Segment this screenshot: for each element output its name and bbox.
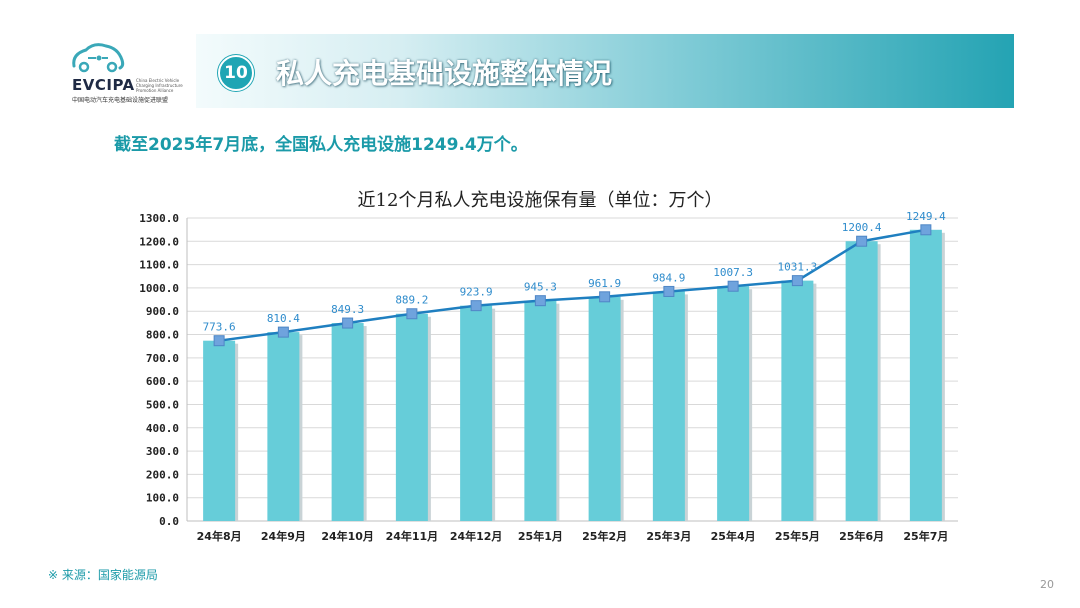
logo-brand: EVCIPA [72,76,135,94]
page-title: 私人充电基础设施整体情况 [276,57,613,90]
x-tick-label: 25年4月 [711,529,756,543]
data-label: 849.3 [331,303,364,316]
axes: 0.0 100.0 200.0 300.0 400.0 500.0 600.0 700.0 80… [139,212,958,528]
line-marker [534,295,546,307]
line-marker [791,275,803,287]
bar [460,305,493,521]
line-marker [599,291,611,303]
trend-line [213,224,932,347]
data-label: 1200.4 [842,221,882,234]
x-tick-label: 25年5月 [775,529,820,543]
y-tick-label: 1100.0 [139,259,179,272]
x-tick-label: 24年12月 [450,529,503,543]
page-number: 20 [1040,578,1054,591]
line-marker [856,235,868,247]
y-tick-label: 700.0 [146,352,179,365]
logo-subtitle: China Electric Vehicle Charging Infrastr… [136,78,183,93]
data-label: 1249.4 [906,210,946,223]
bar [845,241,878,521]
line-marker [663,285,675,297]
line-marker [920,224,932,236]
data-label: 889.2 [395,294,428,307]
bar [652,291,685,521]
grid-lines [187,217,958,499]
data-label: 984.9 [652,271,685,284]
line-marker [406,308,418,320]
data-label: 961.9 [588,277,621,290]
data-label: 1007.3 [713,266,753,279]
y-tick-label: 1000.0 [139,282,179,295]
bar [588,296,621,521]
line-marker [277,326,289,338]
section-number-badge: 10 [218,55,254,91]
y-tick-label: 400.0 [146,422,179,435]
x-tick-label: 25年1月 [518,529,563,543]
line-marker [342,317,354,329]
y-tick-label: 500.0 [146,398,179,411]
y-tick-label: 1200.0 [139,235,179,248]
line-marker [213,335,225,347]
bar [267,332,300,521]
y-tick-label: 200.0 [146,468,179,481]
y-tick-label: 1300.0 [139,212,179,225]
line-marker [727,280,739,292]
summary-text: 截至2025年7月底，全国私人充电设施1249.4万个。 [114,135,528,155]
chart-title: 近12个月私人充电设施保有量（单位：万个） [358,190,723,211]
x-tick-label: 25年6月 [839,529,884,543]
bar [909,229,942,521]
data-labels: 24年8月 773.6 24年9月 810.4 24年10月 849.3 24年11月 889… [197,210,949,543]
data-label: 810.4 [267,312,300,325]
x-tick-label: 25年2月 [582,529,627,543]
title-banner [196,34,1014,108]
y-tick-label: 600.0 [146,375,179,388]
x-tick-label: 24年9月 [261,529,306,543]
x-tick-label: 24年8月 [197,529,242,543]
bar [203,340,236,521]
y-tick-label: 800.0 [146,329,179,342]
data-label: 1031.3 [778,261,818,274]
y-tick-label: 300.0 [146,445,179,458]
source-note: ※ 来源：国家能源局 [48,568,158,582]
y-tick-label: 100.0 [146,492,179,505]
x-tick-label: 25年3月 [646,529,691,543]
data-label: 923.9 [460,286,493,299]
x-tick-label: 25年7月 [903,529,948,543]
y-tick-label: 900.0 [146,305,179,318]
bar [524,300,557,521]
car-logo-icon [72,43,125,73]
x-tick-label: 24年10月 [321,529,374,543]
series-line [218,228,927,342]
data-label: 945.3 [524,281,557,294]
evcipa-logo: EVCIPA China Electric Vehicle Charging I… [66,40,186,106]
bar [331,323,364,521]
logo-chinese-name: 中国电动汽车充电基础设施促进联盟 [72,97,169,104]
bar [395,313,428,521]
bars [203,229,945,521]
x-tick-label: 24年11月 [386,529,439,543]
data-label: 773.6 [203,321,236,334]
bar [781,280,814,521]
line-marker [470,300,482,312]
y-tick-label: 0.0 [159,515,179,528]
bar [717,286,750,521]
